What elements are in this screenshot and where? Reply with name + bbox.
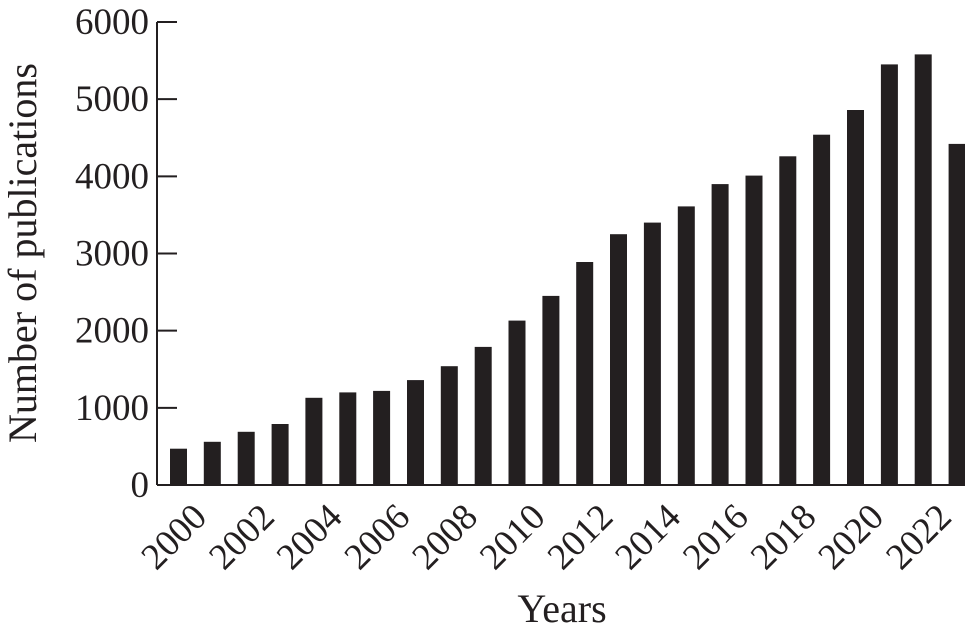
- bar-2016: [711, 184, 729, 485]
- x-axis-title: Years: [517, 586, 606, 631]
- bar-2010: [508, 320, 526, 485]
- bar-2006: [373, 390, 391, 485]
- bar-2005: [339, 392, 357, 485]
- bar-2009: [474, 346, 492, 485]
- bar-2011: [542, 295, 560, 485]
- x-tick-label: 2008: [404, 496, 485, 577]
- y-tick-label: 2000: [75, 311, 149, 352]
- bar-2019: [813, 134, 831, 485]
- bar-2007: [407, 380, 424, 485]
- x-tick-label: 2006: [337, 496, 418, 577]
- x-tick-label: 2020: [811, 496, 892, 577]
- x-tick-label: 2010: [472, 496, 553, 577]
- bar-2002: [237, 431, 255, 485]
- bar-2008: [440, 366, 458, 485]
- bar-2022: [914, 54, 932, 486]
- x-tick-label: 2004: [269, 496, 350, 577]
- y-tick-label: 5000: [75, 79, 149, 120]
- x-tick-label: 2012: [540, 496, 621, 577]
- y-tick-label: 1000: [75, 388, 149, 429]
- y-tick-label: 0: [131, 465, 150, 506]
- x-tick-label: 2002: [201, 496, 282, 577]
- bar-2020: [847, 110, 864, 485]
- bar-2018: [779, 156, 797, 486]
- x-tick-label: 2016: [675, 496, 756, 577]
- bar-2017: [745, 175, 763, 485]
- x-tick-label: 2000: [134, 496, 215, 577]
- bars: [170, 54, 965, 486]
- y-tick-label: 4000: [75, 156, 149, 197]
- bar-2023: [948, 143, 965, 485]
- bar-2000: [170, 448, 187, 485]
- bar-2015: [677, 206, 695, 485]
- x-tick-label: 2022: [878, 496, 959, 577]
- x-tick-label: 2018: [743, 496, 824, 577]
- bar-2001: [203, 441, 221, 485]
- bar-2004: [305, 397, 323, 485]
- x-axis: 2000200220042006200820102012201420162018…: [134, 484, 965, 578]
- y-axis: 0 1000 2000 3000 4000 5000 6000: [75, 2, 177, 506]
- bar-2021: [880, 64, 898, 486]
- bar-2012: [576, 262, 594, 485]
- y-axis-title: Number of publications: [0, 63, 45, 443]
- bar-2013: [610, 234, 627, 485]
- bar-2014: [643, 222, 661, 485]
- y-tick-label: 6000: [75, 2, 149, 43]
- y-tick-label: 3000: [75, 234, 149, 275]
- bar-2003: [271, 424, 289, 485]
- x-tick-label: 2014: [608, 496, 689, 577]
